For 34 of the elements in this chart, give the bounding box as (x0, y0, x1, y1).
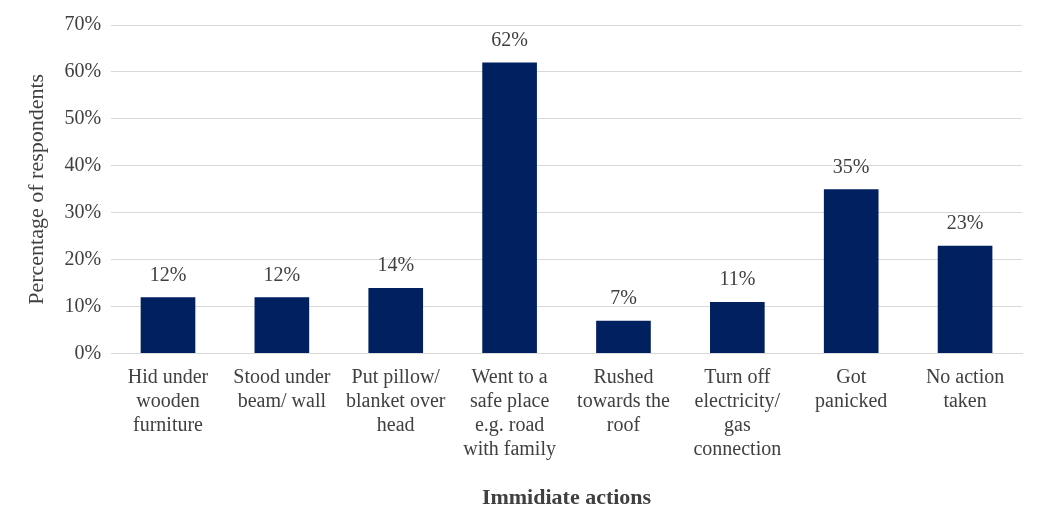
x-tick-label: Hid under wooden furniture (127, 364, 209, 435)
data-label: 12% (263, 262, 301, 285)
data-label: 62% (491, 27, 528, 50)
y-tick-label: 70% (64, 12, 102, 35)
bar (596, 320, 651, 354)
y-axis-title: Percentage of respondents (22, 73, 48, 305)
y-tick-label: 60% (64, 59, 102, 82)
y-tick-label: 40% (64, 153, 102, 176)
bar (482, 62, 537, 354)
bar (254, 297, 310, 354)
x-tick-label: Put pillow/ blanket over head (346, 364, 446, 435)
y-tick-label: 50% (64, 106, 102, 129)
x-tick-label: No action taken (925, 364, 1005, 411)
y-tick-label: 10% (64, 293, 102, 316)
bar (710, 301, 765, 354)
y-tick-label: 20% (64, 246, 102, 269)
bar (823, 189, 879, 354)
x-tick-label: Went to a safe place e.g. road with family (463, 364, 556, 460)
x-tick-label: Turn off electricity/ gas connection (693, 364, 782, 459)
data-label: 12% (149, 262, 187, 285)
y-tick-label: 0% (74, 340, 102, 363)
data-label: 11% (719, 267, 756, 290)
data-label: 7% (610, 285, 637, 308)
bar (368, 287, 424, 354)
x-axis-title: Immidiate actions (481, 484, 652, 510)
x-tick-label: Got panicked (815, 364, 888, 412)
x-tick-label: Stood under beam/ wall (233, 364, 331, 411)
x-tick-label: Rushed towards the roof (577, 364, 670, 435)
bar (937, 245, 993, 354)
data-label: 23% (946, 210, 984, 233)
data-label: 14% (377, 253, 415, 276)
y-tick-label: 30% (64, 200, 102, 223)
data-label: 35% (832, 154, 870, 177)
bar (140, 297, 196, 354)
